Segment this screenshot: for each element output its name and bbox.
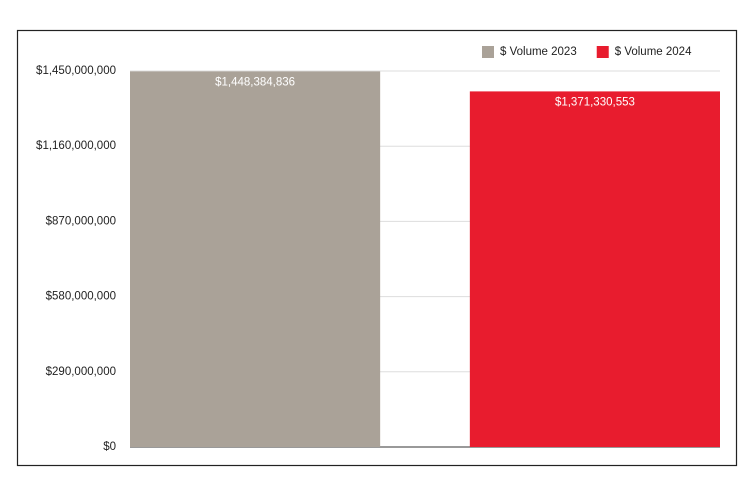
chart-frame [16,29,738,467]
y-tick-label: $1,450,000,000 [36,65,116,77]
y-tick-label: $0 [103,441,116,453]
legend-swatch [596,46,609,58]
value-label: $1,448,384,836 [215,76,295,88]
y-tick-label: $290,000,000 [46,366,116,378]
value-label: $1,371,330,553 [555,96,635,108]
legend-swatch [482,46,494,58]
y-tick-label: $870,000,000 [46,215,116,227]
y-tick-label: $580,000,000 [46,291,116,303]
legend-label: $ Volume 2024 [615,46,692,58]
bar [469,91,720,447]
bar [130,71,381,448]
y-tick-label: $1,160,000,000 [36,140,116,152]
legend-label: $ Volume 2023 [500,46,577,58]
